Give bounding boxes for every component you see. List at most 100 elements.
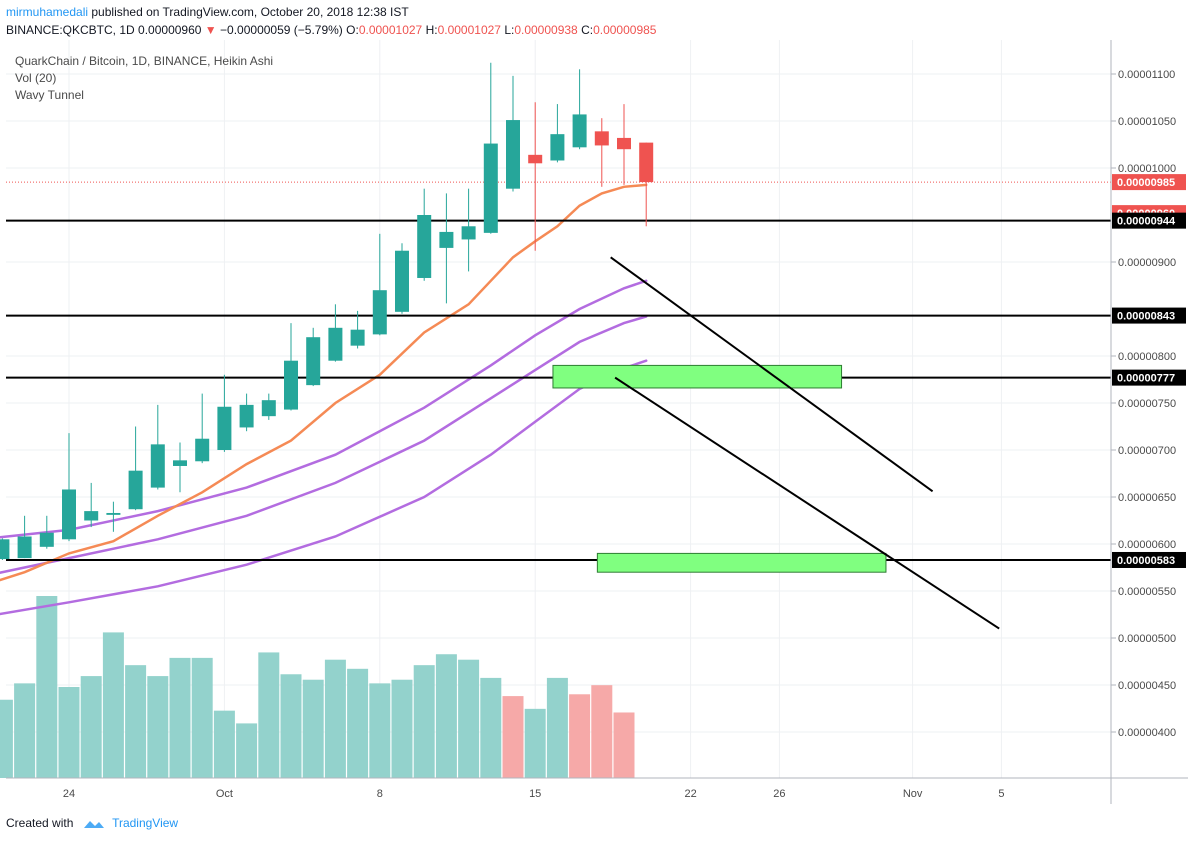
ema-line: [0, 183, 648, 582]
candle-body[interactable]: [483, 143, 498, 233]
legend-volume[interactable]: Vol (20): [15, 71, 57, 85]
volume-bar: [191, 657, 213, 778]
volume-bar: [369, 683, 391, 778]
volume-bar: [258, 652, 280, 778]
time-tick-label: 15: [529, 788, 541, 800]
author-link[interactable]: mirmuhamedali: [6, 5, 89, 19]
volume-bar: [147, 676, 169, 778]
level-tag: 0.00000843: [1117, 311, 1175, 323]
volume-bar: [213, 710, 235, 778]
candle-body[interactable]: [284, 360, 298, 410]
volume-bar: [324, 659, 346, 778]
candle-body[interactable]: [461, 226, 476, 240]
price-tick-label: 0.00000500: [1118, 633, 1176, 645]
open-label: O:: [346, 23, 359, 37]
volume-bar: [58, 687, 80, 778]
candle-body[interactable]: [439, 231, 454, 248]
candle-body[interactable]: [506, 120, 520, 189]
trend-line[interactable]: [610, 256, 934, 493]
wavy-tunnel-line: [0, 279, 648, 539]
level-tag-bg: [1112, 551, 1186, 568]
candle-body[interactable]: [239, 404, 254, 428]
candle-body[interactable]: [417, 215, 432, 278]
price-tick-label: 0.00000650: [1118, 492, 1176, 504]
volume-bar: [458, 659, 480, 778]
chart-legend: QuarkChain / Bitcoin, 1D, BINANCE, Heiki…: [15, 53, 273, 104]
last-close-tag: 0.00000985: [1117, 177, 1175, 189]
volume-bar: [36, 596, 58, 778]
candle-body[interactable]: [217, 406, 232, 450]
volume-bar: [546, 677, 568, 778]
candle-body[interactable]: [84, 511, 99, 521]
candle-body[interactable]: [528, 154, 543, 164]
volume-bar: [169, 657, 191, 778]
candle-body[interactable]: [594, 131, 609, 146]
symbol: BINANCE:QKCBTC, 1D: [6, 23, 135, 37]
price-tick-label: 0.00000900: [1118, 257, 1176, 269]
publish-info: mirmuhamedali published on TradingView.c…: [6, 5, 409, 19]
volume-bar: [302, 679, 324, 778]
candle-body[interactable]: [306, 337, 321, 386]
candle-body[interactable]: [106, 512, 121, 515]
candle-body[interactable]: [328, 327, 343, 361]
volume-bar: [391, 679, 413, 778]
volume-bar: [569, 694, 591, 778]
wavy-tunnel-line: [0, 315, 648, 574]
candle-body[interactable]: [550, 134, 565, 161]
volume-bar: [435, 654, 457, 778]
candle-body[interactable]: [350, 329, 365, 346]
level-tag: 0.00000944: [1117, 216, 1176, 228]
volume-bar: [280, 674, 302, 778]
volume-bar: [236, 723, 258, 778]
volume-bar: [80, 676, 102, 778]
candle-body[interactable]: [639, 142, 654, 183]
low-value: 0.00000938: [514, 23, 578, 37]
footer: Created with TradingView: [6, 816, 178, 830]
target-zone[interactable]: [552, 364, 843, 389]
price-tick-label: 0.00000450: [1118, 680, 1176, 692]
time-tick-label: Oct: [216, 788, 233, 800]
legend-indicator[interactable]: Wavy Tunnel: [15, 88, 84, 102]
candle-body[interactable]: [128, 470, 143, 510]
time-tick-label: 24: [63, 788, 75, 800]
tradingview-link[interactable]: TradingView: [112, 816, 179, 830]
created-with: Created with: [6, 816, 74, 830]
level-tag-bg: [1112, 369, 1186, 386]
last-close-tag-bg: [1112, 174, 1186, 191]
open-value: 0.00001027: [358, 23, 423, 37]
candle-body[interactable]: [372, 290, 387, 335]
candle-body[interactable]: [62, 489, 76, 540]
high-value: 0.00001027: [437, 23, 501, 37]
volume-bar: [125, 665, 147, 778]
volume-bar: [0, 699, 13, 778]
target-zone[interactable]: [596, 552, 887, 573]
time-tick-label: Nov: [903, 788, 923, 800]
price-tick-label: 0.00001000: [1118, 163, 1176, 175]
candle-body[interactable]: [0, 539, 10, 560]
candle-body[interactable]: [617, 137, 631, 150]
candle-body[interactable]: [195, 438, 210, 462]
time-tick-label: 8: [377, 788, 383, 800]
close-value: 0.00000985: [593, 23, 657, 37]
candle-body[interactable]: [150, 444, 165, 488]
candle-body[interactable]: [261, 400, 276, 417]
price-tick-label: 0.00000600: [1118, 539, 1176, 551]
candle-body[interactable]: [39, 532, 54, 547]
volume-bar: [347, 668, 369, 778]
trend-line[interactable]: [614, 376, 1000, 630]
price-tick-label: 0.00000750: [1118, 398, 1176, 410]
publish-text: published on TradingView.com, October 20…: [91, 5, 409, 19]
price-tick-label: 0.00000400: [1118, 727, 1176, 739]
wavy-tunnel-line: [0, 359, 648, 616]
close-label: C:: [581, 23, 594, 37]
candle-body[interactable]: [173, 460, 187, 466]
level-tag-bg: [1112, 307, 1186, 324]
last-price: 0.00000960: [138, 23, 202, 37]
volume-bar: [502, 696, 524, 778]
candle-body[interactable]: [395, 250, 409, 312]
candle-body[interactable]: [572, 114, 587, 148]
candle-body[interactable]: [17, 536, 32, 559]
volume-bar: [480, 677, 502, 778]
level-tag: 0.00000583: [1117, 555, 1175, 567]
